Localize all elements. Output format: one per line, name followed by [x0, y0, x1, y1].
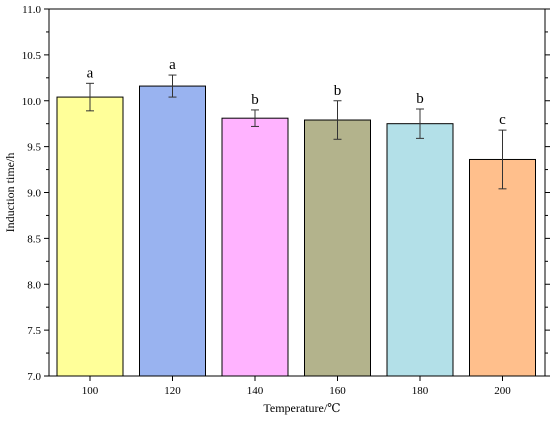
y-tick-label: 10.5 [22, 50, 42, 62]
error-bar-200 [498, 129, 507, 190]
significance-label-140: b [251, 92, 259, 108]
significance-label-200: c [499, 112, 506, 128]
bar-160 [304, 119, 371, 377]
bar-100 [56, 96, 124, 377]
y-tick-label: 10.0 [22, 96, 42, 108]
x-tick-label-200: 200 [494, 385, 511, 397]
y-tick-label: 8.0 [27, 279, 41, 291]
x-axis-title: Temperature/℃ [263, 401, 340, 415]
x-tick-label-100: 100 [82, 385, 99, 397]
x-tick-label-180: 180 [412, 385, 429, 397]
error-bar-100 [86, 82, 94, 112]
error-bar-140 [251, 109, 259, 127]
y-tick-label: 8.5 [27, 233, 41, 245]
x-tick-label-160: 160 [329, 385, 346, 397]
y-tick-label: 7.0 [27, 371, 41, 383]
y-tick-label: 9.5 [27, 142, 41, 154]
y-axis-ticks: 7.0 7.5 8.0 8.5 9.0 9.5 10.0 10.5 11.0 [22, 4, 550, 383]
y-tick-label: 7.5 [27, 325, 41, 337]
error-bar-160 [333, 100, 342, 140]
bars-group [56, 85, 536, 377]
y-axis-title: Induction time/h [3, 153, 17, 233]
error-bars-group [86, 74, 507, 190]
x-tick-label-140: 140 [247, 385, 264, 397]
bar-200 [469, 158, 536, 377]
significance-label-160: b [334, 83, 342, 99]
x-axis-ticks: 100 120 140 160 180 200 [82, 376, 511, 397]
significance-labels-group: a a b b b c [87, 57, 507, 128]
significance-label-100: a [87, 65, 94, 81]
bar-140 [221, 117, 289, 377]
error-bar-180 [416, 108, 424, 139]
significance-label-120: a [169, 57, 176, 73]
bar-180 [386, 123, 454, 377]
y-tick-label: 11.0 [22, 4, 41, 16]
error-bar-120 [168, 74, 177, 98]
y-tick-label: 9.0 [27, 188, 41, 200]
significance-label-180: b [416, 91, 424, 107]
x-tick-label-120: 120 [164, 385, 181, 397]
bar-120 [139, 85, 206, 377]
